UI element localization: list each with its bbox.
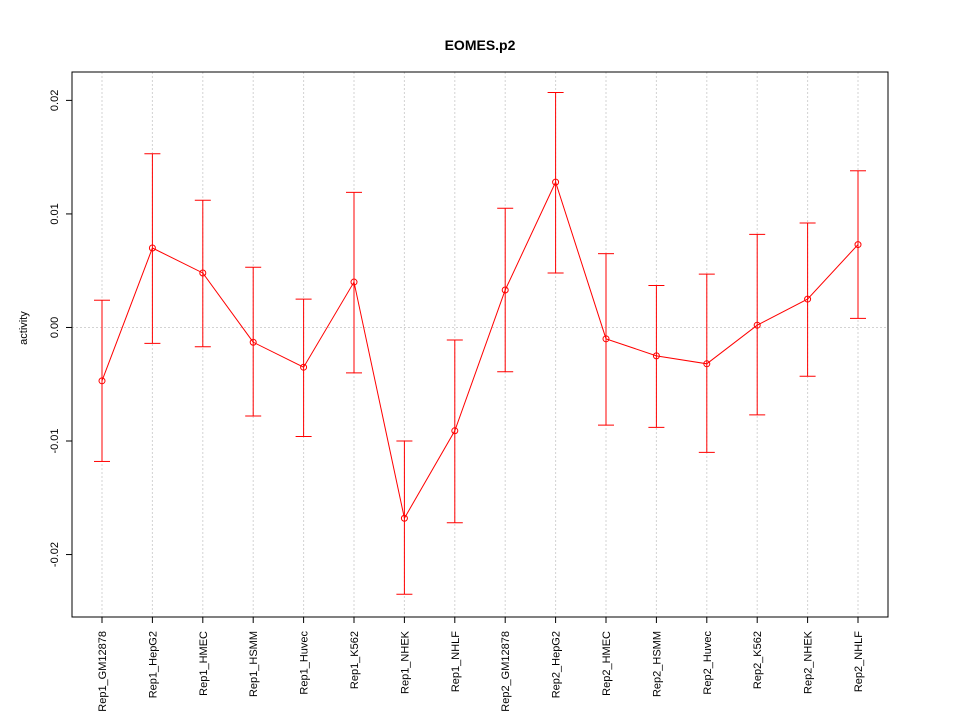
x-tick-label: Rep2_HSMM bbox=[651, 631, 663, 697]
x-tick-label: Rep2_NHEK bbox=[803, 630, 815, 694]
data-point bbox=[552, 178, 560, 186]
x-tick-label: Rep1_NHLF bbox=[450, 631, 462, 692]
x-tick-label: Rep1_K562 bbox=[349, 631, 361, 689]
data-point bbox=[400, 514, 408, 522]
data-point bbox=[804, 295, 812, 303]
data-series bbox=[94, 91, 866, 595]
data-point bbox=[501, 286, 509, 294]
error-bar bbox=[749, 233, 766, 416]
data-point bbox=[753, 321, 761, 329]
series-line bbox=[101, 180, 859, 520]
data-point bbox=[300, 363, 308, 371]
error-bar bbox=[799, 222, 816, 377]
grid bbox=[101, 72, 859, 617]
x-tick-label: Rep1_NHEK bbox=[399, 630, 411, 694]
y-tick-label: -0.02 bbox=[49, 542, 61, 567]
x-tick-label: Rep2_K562 bbox=[752, 631, 764, 689]
x-tick-label: Rep1_HSMM bbox=[248, 631, 260, 697]
error-bar bbox=[598, 253, 614, 426]
y-tick-label: 0.00 bbox=[49, 317, 61, 338]
x-tick-label: Rep2_Huvec bbox=[702, 631, 714, 695]
data-point bbox=[199, 269, 207, 277]
x-tick-label: Rep2_HMEC bbox=[601, 631, 613, 696]
chart-title: EOMES.p2 bbox=[445, 37, 516, 53]
x-tick-label: Rep1_Huvec bbox=[299, 631, 311, 695]
x-tick-label: Rep2_GM12878 bbox=[500, 631, 512, 712]
x-tick-label: Rep2_NHLF bbox=[853, 631, 865, 692]
y-tick-label: 0.01 bbox=[49, 203, 61, 224]
data-point bbox=[350, 278, 358, 286]
y-tick-label: 0.02 bbox=[49, 90, 61, 111]
data-point bbox=[249, 338, 257, 346]
axes: -0.02 -0.01 0.00 0.01 0.02 Rep1_GM12878 Rep1_H… bbox=[49, 90, 865, 712]
data-point bbox=[451, 427, 459, 435]
data-point bbox=[148, 244, 156, 252]
y-tick-label: -0.01 bbox=[49, 428, 61, 453]
y-axis-label: activity bbox=[18, 311, 30, 345]
x-tick-label: Rep1_HMEC bbox=[198, 631, 210, 696]
data-point bbox=[652, 352, 660, 360]
error-bar bbox=[295, 298, 312, 437]
error-bar bbox=[648, 284, 665, 428]
x-tick-label: Rep2_HepG2 bbox=[551, 631, 563, 698]
data-point bbox=[703, 360, 711, 368]
data-point bbox=[98, 377, 106, 385]
plot-frame bbox=[71, 71, 889, 618]
x-tick-label: Rep1_HepG2 bbox=[147, 631, 159, 698]
x-tick-label: Rep1_GM12878 bbox=[97, 631, 109, 712]
data-point bbox=[854, 241, 862, 249]
data-point bbox=[602, 335, 610, 343]
